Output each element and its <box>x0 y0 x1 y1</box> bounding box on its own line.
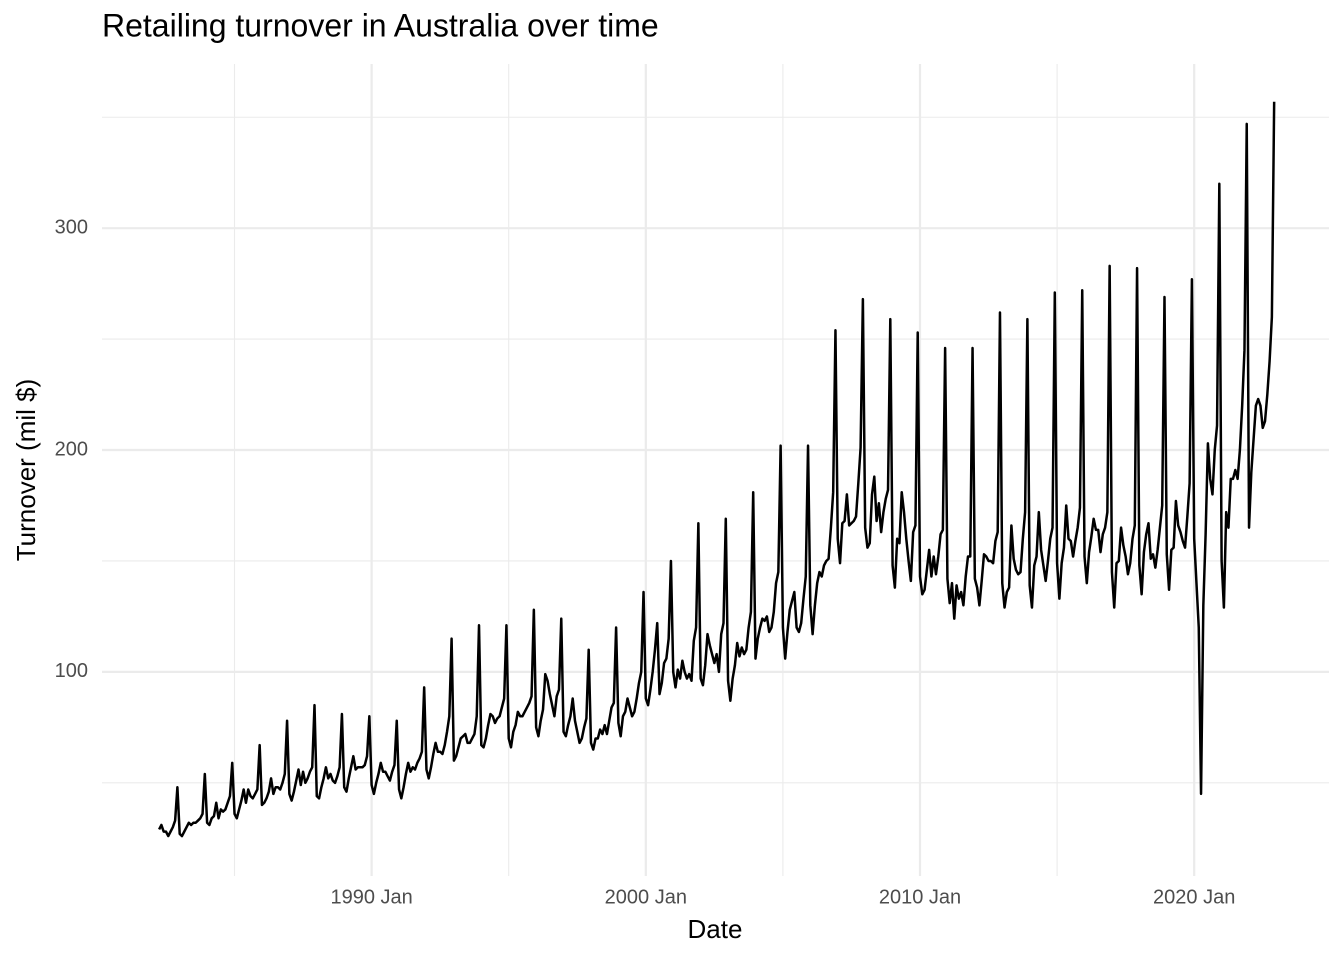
x-tick-label: 2000 Jan <box>605 886 687 908</box>
x-axis-label: Date <box>688 914 743 944</box>
x-tick-label: 2010 Jan <box>879 886 961 908</box>
y-tick-label: 200 <box>55 438 88 460</box>
y-axis-label: Turnover (mil $) <box>11 379 41 562</box>
y-tick-label: 100 <box>55 660 88 682</box>
y-tick-label: 300 <box>55 216 88 238</box>
grid <box>102 64 1329 876</box>
x-tick-label: 1990 Jan <box>330 886 412 908</box>
chart-title: Retailing turnover in Australia over tim… <box>102 7 659 43</box>
data-line <box>158 101 1276 838</box>
x-tick-label: 2020 Jan <box>1153 886 1235 908</box>
